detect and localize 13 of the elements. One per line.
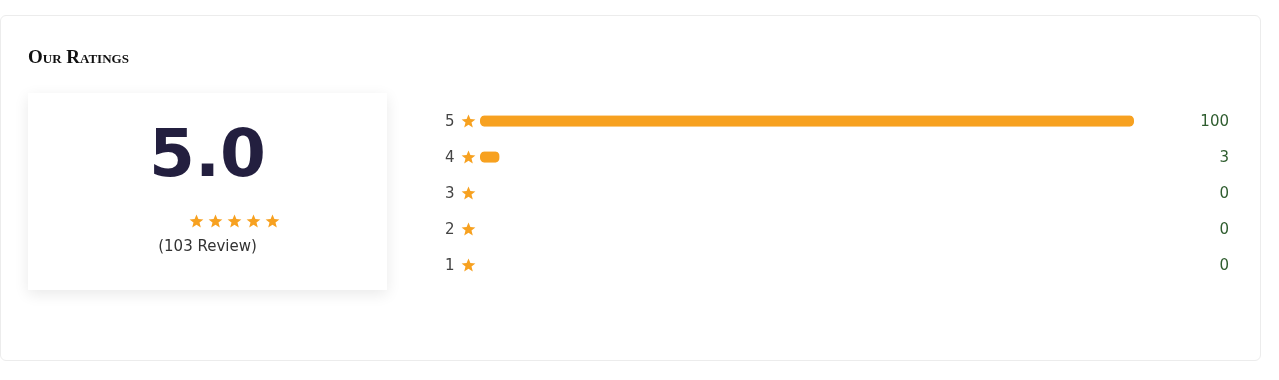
y-tick-label: 5	[444, 112, 455, 130]
data-label: 100	[1200, 112, 1229, 130]
data-label: 3	[1219, 148, 1229, 166]
data-label: 0	[1219, 184, 1229, 202]
y-tick-label: 3	[444, 184, 455, 202]
data-label: 0	[1219, 256, 1229, 274]
y-tick-label: 4	[444, 148, 455, 166]
data-label: 0	[1219, 220, 1229, 238]
text: (103 Review)	[157, 237, 258, 255]
y-tick-label: 2	[444, 220, 455, 238]
y-tick-label: 1	[444, 256, 455, 274]
text: Our Ratings	[28, 46, 129, 68]
text: 5.0	[148, 115, 267, 192]
